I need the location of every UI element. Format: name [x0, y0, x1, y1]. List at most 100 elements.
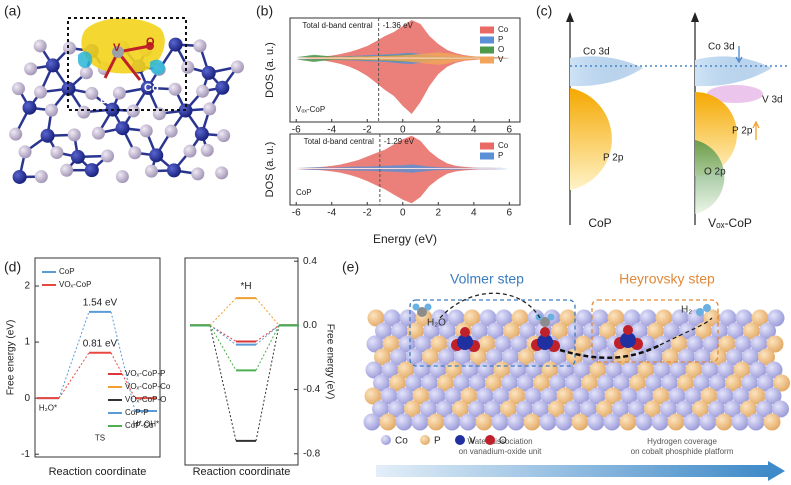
co-sphere: [660, 400, 677, 418]
co-sphere: [683, 413, 701, 431]
co-sphere: [484, 400, 501, 418]
y-axis-label: DOS (a. u.): [264, 42, 276, 98]
p-sphere: [475, 413, 493, 431]
p-sphere: [715, 413, 733, 431]
category-label: H* OH*: [133, 419, 159, 428]
co-sphere: [716, 387, 734, 405]
connector: [58, 311, 90, 399]
co-sphere: [757, 374, 774, 392]
co-sphere: [651, 413, 669, 431]
co-sphere: [502, 348, 519, 366]
p-atom: [152, 107, 166, 121]
connector: [255, 325, 280, 442]
co-sphere: [668, 387, 686, 405]
co-sphere: [421, 374, 438, 392]
p-sphere: [718, 335, 736, 353]
co-sphere: [612, 400, 629, 418]
p-sphere: [766, 335, 784, 353]
p-sphere: [518, 348, 535, 366]
co-sphere: [492, 387, 510, 405]
dos-area: [296, 135, 510, 169]
atom-label: Co: [144, 82, 159, 94]
co-sphere: [438, 348, 455, 366]
orbital-label: V 3d: [762, 95, 783, 106]
legend-label: V: [469, 436, 476, 447]
p-sphere: [422, 348, 439, 366]
co-sphere: [487, 322, 504, 340]
p-sphere: [599, 322, 616, 340]
co-sphere: [390, 348, 407, 366]
p-sphere: [389, 374, 406, 392]
p-sphere: [559, 309, 577, 327]
co-sphere: [711, 322, 728, 340]
co-sphere: [396, 387, 414, 405]
legend-label: O: [499, 436, 507, 447]
co-atom: [201, 65, 216, 80]
p-atom: [62, 41, 76, 55]
co-atom: [40, 128, 55, 143]
x-tick-label: 0: [400, 208, 406, 219]
p-sphere: [574, 335, 592, 353]
panel-label: (e): [342, 259, 359, 275]
co-sphere: [534, 348, 551, 366]
dos-area: [296, 20, 510, 58]
co-sphere: [366, 335, 384, 353]
legend-label: Co: [498, 141, 509, 150]
legend-label: P: [498, 35, 503, 44]
p-sphere: [596, 400, 613, 418]
p-sphere: [397, 361, 415, 379]
d-band-label: -1.29 eV: [384, 137, 415, 146]
panel-e: [363, 303, 790, 431]
shift-arrow: [752, 120, 760, 140]
p-atom: [33, 39, 47, 53]
p-sphere: [685, 361, 703, 379]
p-sphere: [551, 322, 568, 340]
co-atom: [84, 163, 99, 178]
p-atom: [200, 143, 214, 157]
p-sphere: [404, 400, 421, 418]
legend-label: VOₓ-CoP-P: [125, 369, 165, 378]
annotation: *H: [240, 281, 251, 292]
panel-c: Co 3d P 2p CoP Co 3d V 3d P 2p O 2p Vₒₓ-…: [566, 12, 790, 230]
p-sphere: [460, 387, 478, 405]
p-sphere: [589, 361, 607, 379]
co-sphere: [516, 400, 533, 418]
p-sphere: [382, 335, 400, 353]
p-sphere: [427, 413, 445, 431]
charge-density: [78, 51, 165, 75]
h-sphere: [703, 304, 711, 312]
co-sphere: [661, 374, 678, 392]
p-sphere: [619, 413, 637, 431]
shift-arrow: [735, 56, 743, 64]
p-atom: [60, 163, 74, 177]
p-sphere: [503, 322, 520, 340]
p-sphere: [677, 374, 694, 392]
co-sphere: [495, 309, 513, 327]
p-sphere: [374, 348, 391, 366]
p-sphere: [430, 335, 448, 353]
co-sphere: [732, 387, 750, 405]
co-sphere: [645, 374, 662, 392]
x-tick-label: 2: [436, 208, 442, 219]
p-sphere: [751, 309, 769, 327]
p-atom: [91, 126, 105, 140]
caption: Hydrogen coverage: [647, 437, 717, 446]
co-sphere: [724, 400, 741, 418]
p-sphere: [740, 400, 757, 418]
panel-label: (a): [4, 3, 21, 19]
co-sphere: [471, 322, 488, 340]
caption: on cobalt phosphide platform: [631, 447, 734, 456]
p-sphere: [581, 374, 598, 392]
co-sphere: [476, 387, 494, 405]
step-title: Volmer step: [450, 271, 524, 287]
p-atom: [18, 145, 32, 159]
p-sphere: [763, 413, 781, 431]
co-sphere: [597, 374, 614, 392]
p-sphere: [500, 400, 517, 418]
co-sphere: [491, 413, 509, 431]
p-sphere: [637, 361, 655, 379]
o-sphere: [460, 327, 470, 337]
co-sphere: [635, 413, 653, 431]
legend-label: Co: [498, 25, 509, 34]
p-sphere: [511, 309, 529, 327]
